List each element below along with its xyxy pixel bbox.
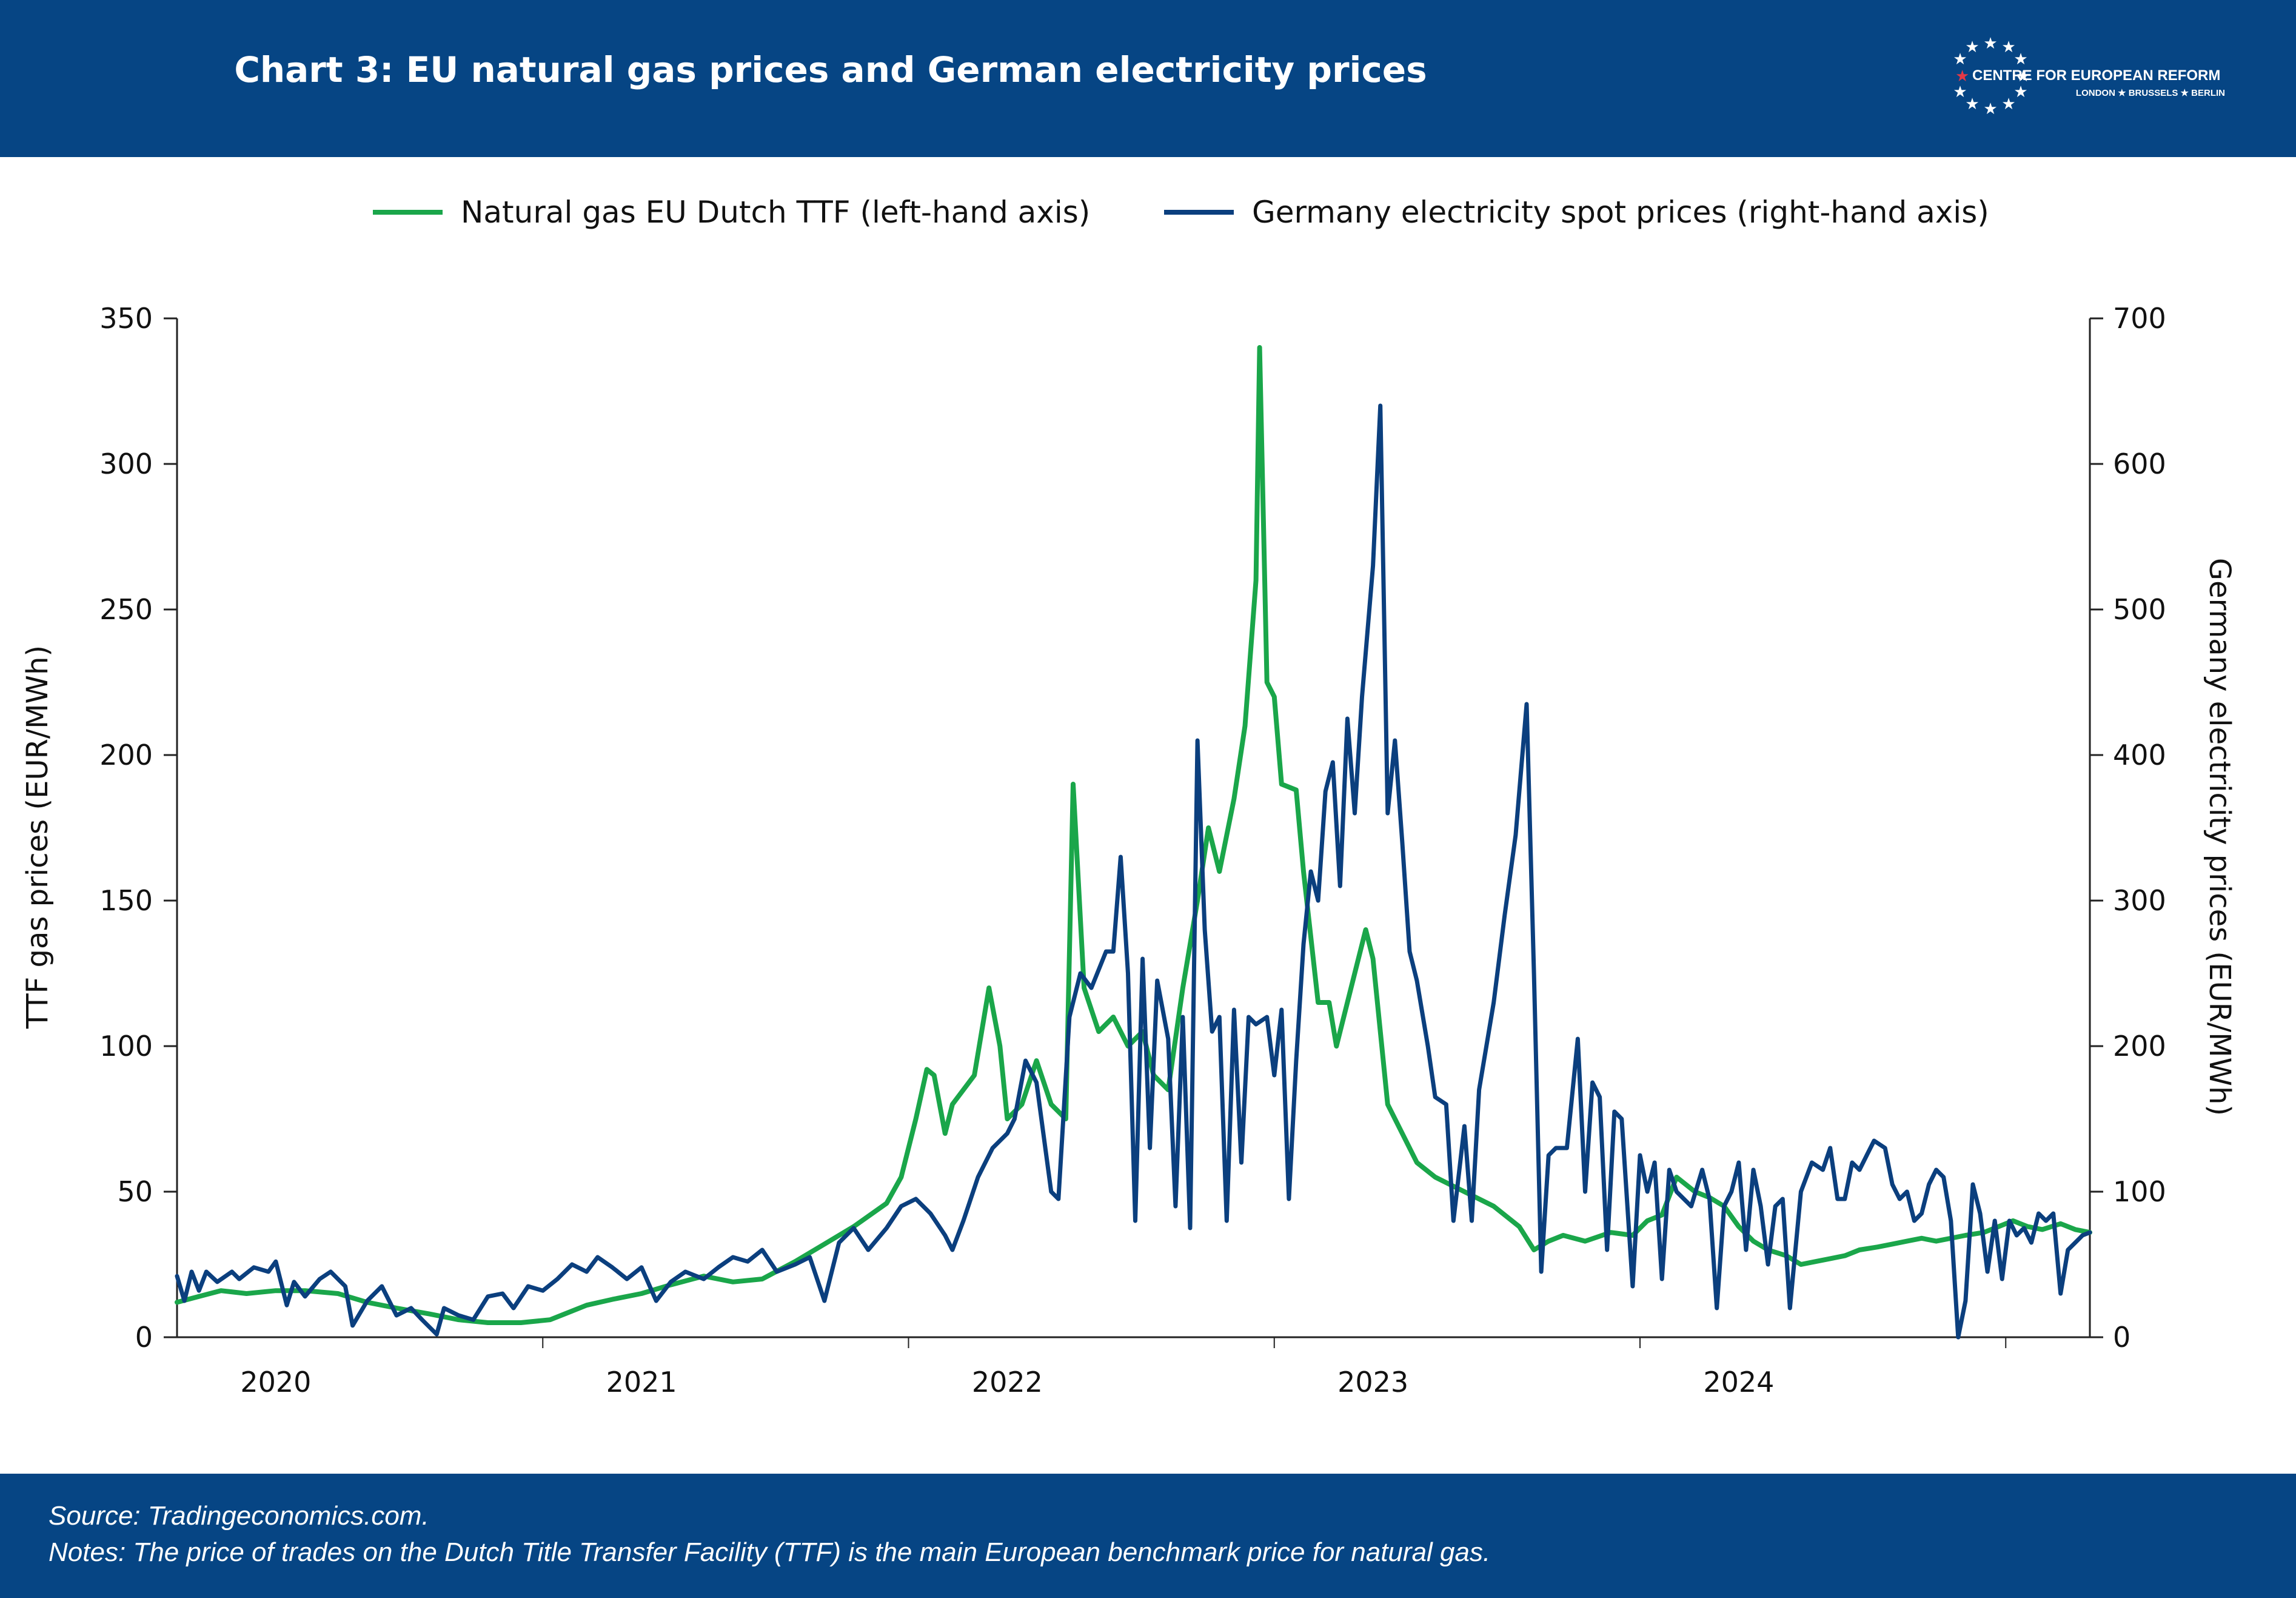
source-note: Source: Tradingeconomics.com. [49, 1501, 429, 1531]
y-left-tick-label: 0 [135, 1321, 153, 1354]
header-band: Chart 3: EU natural gas prices and Germa… [0, 0, 2296, 157]
cer-logo: ★ ★ ★ ★ ★ ★ ★ ★ ★ ★ ★ ★ CENTRE FOR EUROP… [1953, 35, 2225, 118]
y-left-tick-label: 150 [99, 884, 153, 917]
y-right-axis-title: Germany electricity prices (EUR/MWh) [2203, 558, 2237, 1116]
chart-axes: 0 50 100 150 200 250 300 350 0 100 200 300 400 500 600… [99, 302, 2166, 1398]
svg-text:★: ★ [1953, 50, 1967, 69]
legend-swatch-gas [373, 210, 443, 215]
svg-text:★: ★ [2016, 67, 2030, 86]
svg-text:★: ★ [2013, 50, 2027, 69]
y-right-tick-label: 400 [2113, 739, 2166, 771]
series-line-gas [175, 345, 2092, 1325]
svg-text:★: ★ [1983, 100, 1997, 118]
y-left-tick-label: 200 [99, 739, 153, 771]
svg-text:★: ★ [1953, 83, 1967, 101]
footer-band: Source: Tradingeconomics.com. Notes: The… [0, 1474, 2296, 1598]
y-right-tick-label: 500 [2113, 593, 2166, 626]
x-tick-label: 2020 [240, 1366, 311, 1398]
chart-lines [175, 345, 2092, 1340]
svg-text:★: ★ [2013, 83, 2027, 101]
red-star-icon: ★ [1955, 67, 1969, 86]
logo-cities: LONDON ★ BRUSSELS ★ BERLIN [2076, 88, 2225, 98]
notes-text: Notes: The price of trades on the Dutch … [49, 1537, 1491, 1567]
y-right-tick-label: 0 [2113, 1321, 2130, 1354]
legend-label-electricity: Germany electricity spot prices (right-h… [1252, 195, 1989, 230]
svg-text:★: ★ [2001, 38, 2015, 56]
logo-name: CENTRE FOR EUROPEAN REFORM [1972, 67, 2220, 84]
legend-swatch-electricity [1164, 210, 1234, 215]
chart-title: Chart 3: EU natural gas prices and Germa… [234, 49, 1427, 90]
svg-text:★: ★ [1965, 38, 1979, 56]
legend-label-gas: Natural gas EU Dutch TTF (left-hand axis… [461, 195, 1091, 230]
svg-text:★: ★ [1965, 95, 1979, 113]
y-left-tick-label: 250 [99, 593, 153, 626]
y-left-tick-label: 100 [99, 1030, 153, 1063]
y-left-axis-title: TTF gas prices (EUR/MWh) [21, 645, 55, 1029]
y-left-tick-label: 50 [117, 1175, 153, 1208]
eu-stars-icon: ★ ★ ★ ★ ★ ★ ★ ★ ★ ★ ★ [1953, 35, 2030, 118]
y-right-tick-label: 300 [2113, 884, 2166, 917]
series-line-electricity [175, 403, 2092, 1340]
y-left-tick-label: 300 [99, 448, 153, 480]
y-right-tick-label: 700 [2113, 302, 2166, 335]
svg-text:★: ★ [1983, 35, 1997, 53]
y-left-tick-label: 350 [99, 302, 153, 335]
y-right-tick-label: 100 [2113, 1175, 2166, 1208]
legend-item-electricity: Germany electricity spot prices (right-h… [1164, 188, 1989, 237]
y-right-tick-label: 200 [2113, 1030, 2166, 1063]
x-tick-label: 2023 [1337, 1366, 1408, 1398]
svg-text:★: ★ [2001, 95, 2015, 113]
x-tick-label: 2021 [606, 1366, 677, 1398]
legend-item-gas: Natural gas EU Dutch TTF (left-hand axis… [373, 188, 1090, 237]
x-tick-label: 2024 [1703, 1366, 1774, 1398]
x-tick-label: 2022 [972, 1366, 1043, 1398]
y-right-tick-label: 600 [2113, 448, 2166, 480]
